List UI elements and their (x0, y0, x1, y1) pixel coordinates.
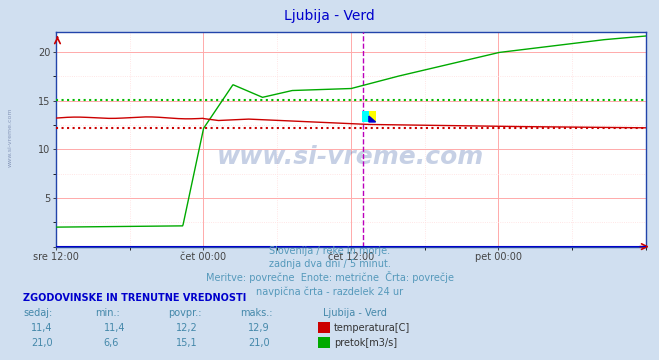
Bar (362, 111, 369, 122)
Text: 15,1: 15,1 (176, 338, 198, 348)
Polygon shape (369, 116, 376, 122)
Bar (362, 111, 376, 122)
Text: min.:: min.: (96, 308, 121, 318)
Text: temperatura[C]: temperatura[C] (334, 323, 411, 333)
Text: sedaj:: sedaj: (23, 308, 52, 318)
Text: Meritve: povrečne  Enote: metrične  Črta: povrečje: Meritve: povrečne Enote: metrične Črta: … (206, 271, 453, 283)
Text: povpr.:: povpr.: (168, 308, 202, 318)
Text: Ljubija - Verd: Ljubija - Verd (284, 9, 375, 23)
Text: zadnja dva dni / 5 minut.: zadnja dva dni / 5 minut. (269, 260, 390, 270)
Text: maks.:: maks.: (241, 308, 273, 318)
Text: 12,9: 12,9 (248, 323, 270, 333)
Text: www.si-vreme.com: www.si-vreme.com (217, 145, 484, 168)
Text: 11,4: 11,4 (103, 323, 125, 333)
Text: www.si-vreme.com: www.si-vreme.com (8, 107, 13, 167)
Text: pretok[m3/s]: pretok[m3/s] (334, 338, 397, 348)
Text: Slovenija / reke in morje.: Slovenija / reke in morje. (269, 246, 390, 256)
Text: 12,2: 12,2 (176, 323, 198, 333)
Text: 21,0: 21,0 (31, 338, 53, 348)
Text: 6,6: 6,6 (103, 338, 119, 348)
Text: navpična črta - razdelek 24 ur: navpična črta - razdelek 24 ur (256, 286, 403, 297)
Text: 21,0: 21,0 (248, 338, 270, 348)
Text: 11,4: 11,4 (31, 323, 53, 333)
Text: Ljubija - Verd: Ljubija - Verd (323, 308, 387, 318)
Text: ZGODOVINSKE IN TRENUTNE VREDNOSTI: ZGODOVINSKE IN TRENUTNE VREDNOSTI (23, 293, 246, 303)
